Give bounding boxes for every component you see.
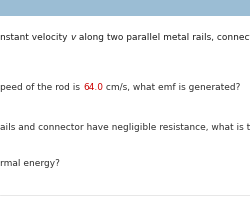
Text: cm/s, what emf is generated?: cm/s, what emf is generated? <box>103 84 240 92</box>
Text: 64.0: 64.0 <box>83 84 103 92</box>
Text: rmal energy?: rmal energy? <box>0 159 60 167</box>
Text: nstant velocity: nstant velocity <box>0 33 70 42</box>
Text: v: v <box>70 33 76 42</box>
Text: ails and connector have negligible resistance, what is the current in the rod? i: ails and connector have negligible resis… <box>0 124 250 132</box>
Text: along two parallel metal rails, connected with a strip of meta: along two parallel metal rails, connecte… <box>76 33 250 42</box>
Text: peed of the rod is: peed of the rod is <box>0 84 83 92</box>
FancyBboxPatch shape <box>0 0 250 16</box>
